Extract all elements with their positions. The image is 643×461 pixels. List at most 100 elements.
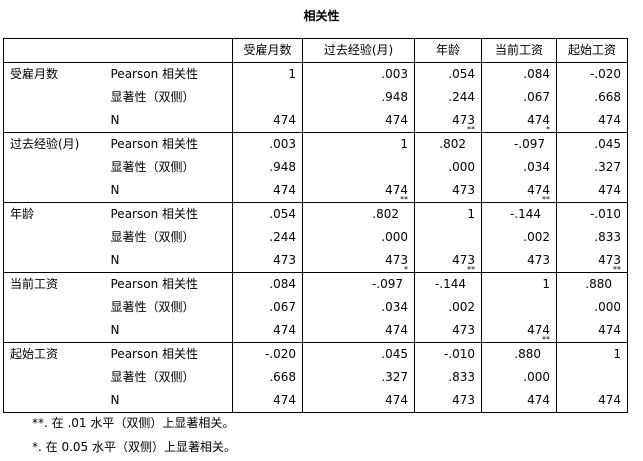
- table-cell: -.144**: [414, 266, 482, 296]
- cell-value: .003: [269, 137, 296, 151]
- table-cell: .067: [232, 296, 303, 319]
- cell-value: .084: [269, 277, 296, 291]
- cell-value: 474: [273, 113, 296, 127]
- row-variable-label: 当前工资: [3, 272, 105, 296]
- cell-value: -.144: [434, 277, 466, 291]
- table-cell: -.010: [414, 342, 482, 366]
- table-cell: -.144**: [481, 196, 557, 226]
- cell-value: 474: [527, 323, 550, 337]
- cell-value: -.020: [264, 347, 296, 361]
- row-variable-label: 受雇月数: [3, 62, 105, 86]
- cell-value: -.010: [443, 347, 475, 361]
- table-cell: .948: [302, 86, 415, 109]
- table-title: 相关性: [303, 9, 340, 23]
- cell-value: .327: [594, 160, 621, 174]
- table-cell: 474: [302, 109, 415, 133]
- table-cell: 474: [232, 109, 303, 133]
- table-cell: 473: [414, 109, 482, 133]
- table-cell: [481, 296, 557, 319]
- table-cell: 474: [232, 319, 303, 343]
- table-cell: 474: [481, 109, 557, 133]
- row-statistic-label: 显著性（双侧）: [104, 296, 233, 319]
- table-cell: 1: [302, 132, 415, 156]
- table-row: 起始工资 Pearson 相关性 -.020 .045 -.010 .880** 1: [3, 336, 628, 366]
- cell-value: -.010: [589, 207, 621, 221]
- cell-value: 474: [527, 183, 550, 197]
- column-header: 过去经验(月): [302, 38, 415, 63]
- cell-value: .668: [269, 370, 296, 384]
- table-cell: -.097*: [481, 126, 557, 156]
- cell-value: .000: [594, 300, 621, 314]
- significance-marker: **: [467, 265, 475, 274]
- cell-value: 474: [273, 393, 296, 407]
- cell-value: .054: [269, 207, 296, 221]
- table-body: 受雇月数 Pearson 相关性 1.003.054.084 -.020 显著性（双侧）…: [3, 62, 628, 413]
- row-statistic-label: 显著性（双侧）: [104, 86, 233, 109]
- table-cell: .833: [414, 366, 482, 389]
- table-cell: [556, 366, 628, 389]
- significance-marker: *: [404, 265, 408, 274]
- table-row: N 474 474 473 474 474: [3, 179, 628, 203]
- cell-value: .880: [514, 347, 541, 361]
- table-cell: .002: [414, 296, 482, 319]
- table-row: 受雇月数 Pearson 相关性 1 .003 .054 .084 -.020: [3, 62, 628, 86]
- cell-value: 474: [598, 113, 621, 127]
- table-cell: 1: [556, 342, 628, 366]
- row-variable-label: [3, 109, 105, 133]
- table-row: 当前工资 Pearson 相关性 .084 -.097* -.144** 1.880**: [3, 266, 628, 296]
- table-row: N 474 474 473 474 474: [3, 109, 628, 133]
- table-row: 显著性（双侧） .067 .034 .002 .000: [3, 296, 628, 319]
- cell-value: .802: [439, 137, 466, 151]
- cell-value: -.097: [371, 277, 403, 291]
- table-cell: .054: [414, 62, 482, 86]
- header-corner: [3, 38, 233, 63]
- table-cell: .003: [232, 132, 303, 156]
- table-cell: 474: [232, 179, 303, 203]
- row-variable-label: [3, 319, 105, 343]
- table-cell: 474: [481, 389, 557, 413]
- row-statistic-label: Pearson 相关性: [104, 62, 233, 86]
- cell-value: -.020: [589, 67, 621, 81]
- table-cell: 473: [232, 249, 303, 273]
- table-cell: 474: [302, 389, 415, 413]
- table-cell: 473: [414, 179, 482, 203]
- cell-value: 473: [452, 253, 475, 267]
- table-row: 显著性（双侧） .948 .000 .034 .327: [3, 156, 628, 179]
- row-statistic-label: N: [104, 249, 233, 273]
- row-statistic-label: Pearson 相关性: [104, 272, 233, 296]
- significance-marker: **: [467, 125, 475, 134]
- table-cell: 474: [556, 179, 628, 203]
- cell-value: 474: [385, 113, 408, 127]
- cell-value: 1: [542, 277, 550, 291]
- table-cell: 474: [556, 319, 628, 343]
- cell-value: 473: [452, 113, 475, 127]
- footnote-significance-01: **. 在 .01 水平（双侧）上显著相关。: [32, 416, 235, 430]
- cell-value: .668: [594, 90, 621, 104]
- column-header: 起始工资: [556, 38, 628, 63]
- table-cell: .000: [481, 366, 557, 389]
- table-cell: .668: [232, 366, 303, 389]
- table-cell: [414, 226, 482, 249]
- row-variable-label: 起始工资: [3, 342, 105, 366]
- cell-value: .948: [269, 160, 296, 174]
- row-statistic-label: N: [104, 389, 233, 413]
- table-cell: -.097*: [302, 266, 415, 296]
- cell-value: 474: [385, 323, 408, 337]
- cell-value: .054: [448, 67, 475, 81]
- table-cell: .802**: [414, 126, 482, 156]
- cell-value: .244: [269, 230, 296, 244]
- cell-value: .244: [448, 90, 475, 104]
- table-cell: .244: [232, 226, 303, 249]
- row-variable-label: [3, 296, 105, 319]
- column-header: 当前工资: [481, 38, 557, 63]
- table-cell: .045: [556, 132, 628, 156]
- row-statistic-label: N: [104, 179, 233, 203]
- cell-value: 473: [452, 183, 475, 197]
- cell-value: .000: [381, 230, 408, 244]
- row-statistic-label: Pearson 相关性: [104, 202, 233, 226]
- cell-value: 473: [273, 253, 296, 267]
- row-variable-label: [3, 226, 105, 249]
- cell-value: -.144: [509, 207, 541, 221]
- row-statistic-label: N: [104, 319, 233, 343]
- cell-value: 1: [288, 67, 296, 81]
